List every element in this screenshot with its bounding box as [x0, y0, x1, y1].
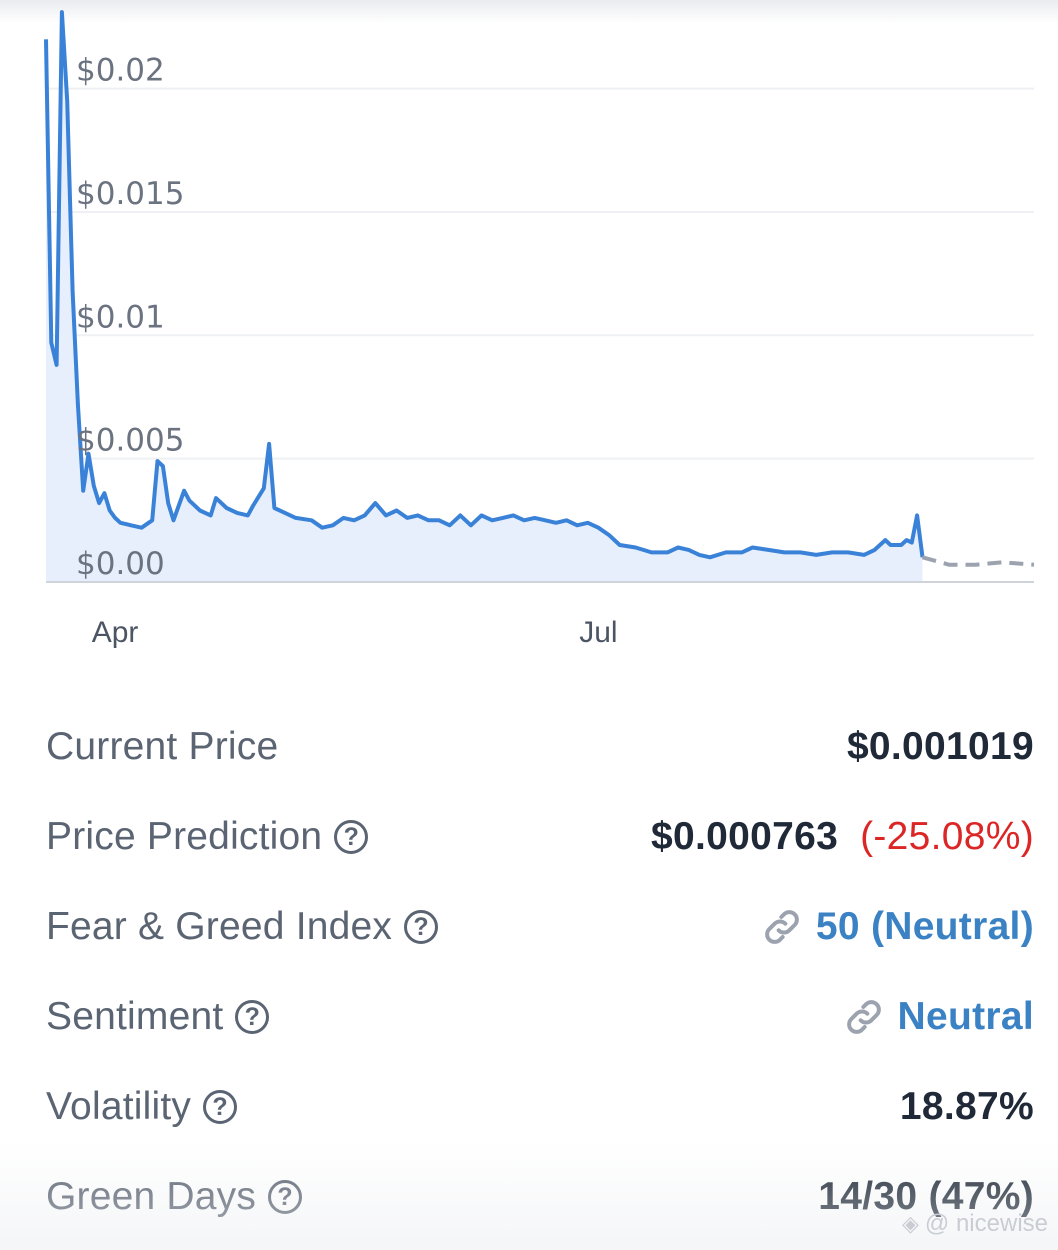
prediction-line [921, 555, 1035, 567]
y-tick-label: $0.005 [76, 423, 184, 459]
green-days-label: Green Days [46, 1175, 257, 1218]
y-tick-label: $0.02 [76, 53, 165, 89]
current-price-label: Current Price [46, 725, 279, 768]
stat-label: Fear & Greed Index ? [46, 905, 439, 949]
stat-row-volatility: Volatility ? 18.87% [46, 1062, 1034, 1152]
question-circle-icon[interactable]: ? [334, 820, 369, 854]
stat-label: Volatility ? [46, 1085, 238, 1129]
y-tick-label: $0.015 [76, 176, 184, 212]
y-tick-label: $0.00 [76, 546, 165, 582]
sentiment-link[interactable]: Neutral [844, 995, 1034, 1039]
stats-list: Current Price $0.001019 Price Prediction… [46, 702, 1034, 1242]
watermark: ◈ @ nicewise [902, 1210, 1048, 1238]
x-tick-label: Jul [579, 616, 617, 649]
stat-row-green-days: Green Days ? 14/30 (47%) [46, 1152, 1034, 1242]
sentiment-text[interactable]: Neutral [897, 995, 1034, 1038]
stat-label: Price Prediction ? [46, 815, 369, 859]
link-icon [846, 1000, 881, 1034]
chart-grid [46, 87, 1034, 460]
fear-greed-label: Fear & Greed Index [46, 905, 393, 948]
current-price-value: $0.001019 [847, 725, 1034, 769]
question-circle-icon[interactable]: ? [235, 1000, 270, 1034]
link-icon [764, 910, 799, 944]
watermark-text: @ nicewise [924, 1210, 1048, 1237]
stat-label: Sentiment ? [46, 995, 270, 1039]
price-prediction-value: $0.000763 (-25.08%) [651, 815, 1034, 859]
question-circle-icon[interactable]: ? [203, 1090, 238, 1124]
volatility-label: Volatility [46, 1085, 192, 1128]
stat-label: Current Price [46, 725, 278, 769]
x-tick-label: Apr [92, 616, 139, 649]
fear-greed-text[interactable]: 50 (Neutral) [815, 905, 1034, 948]
stat-label: Green Days ? [46, 1175, 303, 1219]
volatility-value: 18.87% [900, 1085, 1034, 1129]
x-axis-ticks: Apr Jul [92, 616, 618, 649]
stat-row-price-prediction: Price Prediction ? $0.000763 (-25.08%) [46, 792, 1034, 882]
price-chart[interactable]: $0.00 $0.005 $0.01 $0.015 $0.02 Apr Jul [0, 0, 1058, 670]
price-prediction-label: Price Prediction [46, 815, 323, 858]
stat-row-fear-greed: Fear & Greed Index ? 50 (Neutral) [46, 882, 1034, 972]
question-circle-icon[interactable]: ? [404, 910, 439, 944]
current-price-text: $0.001019 [846, 725, 1034, 768]
binance-icon: ◈ [902, 1211, 919, 1236]
y-axis-ticks: $0.00 $0.005 $0.01 $0.015 $0.02 [76, 53, 184, 582]
price-line [44, 10, 925, 560]
top-shadow [0, 0, 1058, 24]
fear-greed-link[interactable]: 50 (Neutral) [762, 905, 1034, 949]
y-tick-label: $0.01 [76, 299, 165, 335]
stat-row-sentiment: Sentiment ? Neutral [46, 972, 1034, 1062]
sentiment-label: Sentiment [46, 995, 224, 1038]
stat-row-current-price: Current Price $0.001019 [46, 702, 1034, 792]
price-area-fill [46, 12, 923, 583]
price-prediction-text: $0.000763 [651, 815, 839, 858]
price-change-badge: (-25.08%) [860, 815, 1034, 858]
question-circle-icon[interactable]: ? [268, 1180, 303, 1214]
volatility-text: 18.87% [899, 1085, 1034, 1128]
